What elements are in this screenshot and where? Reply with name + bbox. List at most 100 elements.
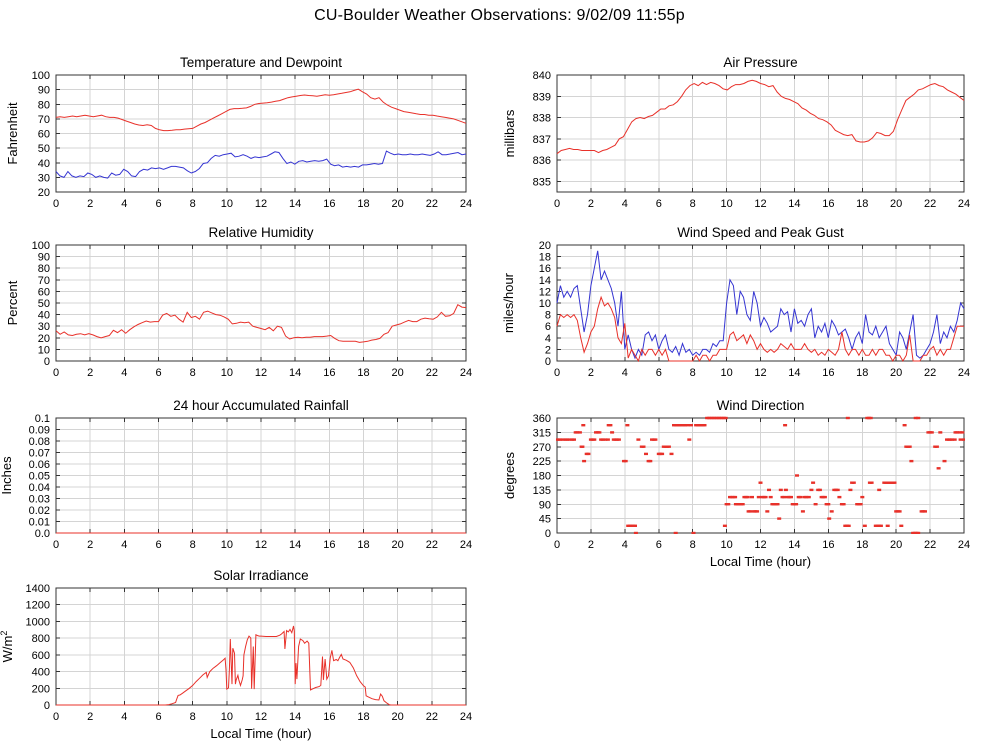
svg-text:40: 40 <box>38 310 50 322</box>
svg-text:0: 0 <box>53 198 59 210</box>
temperature-dewpoint-plot: 0 2 4 6 8 10 12 14 16 18 20 22 242030405060708090100… <box>5 55 472 210</box>
svg-text:8: 8 <box>545 310 551 322</box>
svg-text:80: 80 <box>38 263 50 275</box>
svg-text:0.05: 0.05 <box>29 471 50 483</box>
svg-text:4: 4 <box>622 539 628 551</box>
solar-xlabel: Local Time (hour) <box>210 726 311 741</box>
svg-text:14: 14 <box>539 275 551 287</box>
svg-text:4: 4 <box>545 333 551 345</box>
relative-humidity-plot: 0 2 4 6 8 10 12 14 16 18 20 22 240102030405060708090… <box>5 225 472 379</box>
svg-text:10: 10 <box>38 344 50 356</box>
temperature-series <box>55 88 467 179</box>
svg-text:8: 8 <box>190 539 196 551</box>
svg-text:24: 24 <box>958 539 970 551</box>
svg-text:70: 70 <box>38 114 50 126</box>
x-tick-labels: 0 2 4 6 8 10 12 14 16 18 20 22 24 <box>53 539 472 551</box>
tick-marks <box>556 417 965 534</box>
x-tick-labels: 0 2 4 6 8 10 12 14 16 18 20 22 24 <box>554 198 970 210</box>
svg-text:600: 600 <box>32 650 50 662</box>
chart-solar-irradiance: 0 2 4 6 8 10 12 14 16 18 20 22 24 0 200 400 600 800 1000 12… <box>0 560 492 744</box>
y-tick-labels: 20 30 40 50 60 70 80 90 100 <box>32 70 50 199</box>
svg-text:16: 16 <box>539 263 551 275</box>
svg-text:18: 18 <box>357 711 369 723</box>
svg-text:6: 6 <box>545 321 551 333</box>
wind-speed-gust-plot: 0 2 4 6 8 10 12 14 16 18 20 22 2402468101214161820Wi… <box>501 225 970 379</box>
svg-text:12: 12 <box>255 539 267 551</box>
svg-text:20: 20 <box>38 187 50 199</box>
svg-text:12: 12 <box>255 711 267 723</box>
y-tick-labels: 0 45 90 135 180 225 270 315 360 <box>533 413 551 540</box>
svg-text:24: 24 <box>460 367 472 379</box>
svg-text:10: 10 <box>221 711 233 723</box>
svg-text:10: 10 <box>221 367 233 379</box>
svg-text:10: 10 <box>221 539 233 551</box>
svg-text:20: 20 <box>38 333 50 345</box>
svg-text:0.04: 0.04 <box>29 482 50 494</box>
svg-text:70: 70 <box>38 275 50 287</box>
svg-text:16: 16 <box>323 198 335 210</box>
svg-text:20: 20 <box>392 367 404 379</box>
svg-text:360: 360 <box>533 413 551 425</box>
svg-text:14: 14 <box>289 539 301 551</box>
svg-text:0: 0 <box>554 367 560 379</box>
svg-text:8: 8 <box>690 539 696 551</box>
rainfall-title: 24 hour Accumulated Rainfall <box>173 398 349 413</box>
pressure-title: Air Pressure <box>723 55 797 70</box>
svg-text:6: 6 <box>656 198 662 210</box>
svg-text:4: 4 <box>121 539 127 551</box>
chart-wind-direction: 0 2 4 6 8 10 12 14 16 18 20 22 24 0 45 90 135 180 225 270 31… <box>500 391 992 583</box>
chart-temperature-dewpoint: 0 2 4 6 8 10 12 14 16 18 20 22 24 20 30 40 50 60 70 80 90 100… <box>0 45 492 237</box>
svg-text:16: 16 <box>323 539 335 551</box>
humidity-title: Relative Humidity <box>208 225 313 240</box>
svg-text:24: 24 <box>460 539 472 551</box>
wind-direction-points <box>556 416 965 534</box>
tick-marks <box>556 244 965 362</box>
svg-text:839: 839 <box>533 91 551 103</box>
svg-text:8: 8 <box>190 367 196 379</box>
y-tick-labels: 835 836 837 838 839 840 <box>533 70 551 188</box>
svg-text:14: 14 <box>289 367 301 379</box>
svg-text:20: 20 <box>890 198 902 210</box>
svg-text:836: 836 <box>533 155 551 167</box>
svg-text:4: 4 <box>622 198 628 210</box>
svg-text:6: 6 <box>656 367 662 379</box>
chart-wind-speed-gust: 0 2 4 6 8 10 12 14 16 18 20 22 24 0 2 4 6 8 10 12 14 16 18 20 Wi… <box>500 218 992 410</box>
svg-text:4: 4 <box>121 711 127 723</box>
temperature-title: Temperature and Dewpoint <box>180 55 342 70</box>
svg-text:6: 6 <box>155 539 161 551</box>
svg-text:20: 20 <box>392 198 404 210</box>
svg-text:14: 14 <box>788 198 800 210</box>
svg-text:22: 22 <box>924 198 936 210</box>
y-tick-labels: 0.00.010.020.030.040.050.060.070.080.090… <box>29 413 50 540</box>
svg-text:4: 4 <box>121 198 127 210</box>
svg-text:835: 835 <box>533 176 551 188</box>
svg-text:24: 24 <box>958 198 970 210</box>
x-tick-labels: 0 2 4 6 8 10 12 14 16 18 20 22 24 <box>554 539 970 551</box>
svg-text:0.06: 0.06 <box>29 459 50 471</box>
pressure-series <box>556 79 965 155</box>
chart-relative-humidity: 0 2 4 6 8 10 12 14 16 18 20 22 24 0 10 20 30 40 50 60 70 80 90… <box>0 218 492 410</box>
humidity-ylabel: Percent <box>5 280 20 325</box>
svg-text:0.0: 0.0 <box>35 528 50 540</box>
svg-text:0: 0 <box>554 539 560 551</box>
svg-text:270: 270 <box>533 442 551 454</box>
wind_speed-title: Wind Speed and Peak Gust <box>677 225 844 240</box>
svg-text:1000: 1000 <box>26 616 50 628</box>
svg-text:8: 8 <box>690 198 696 210</box>
svg-text:18: 18 <box>539 252 551 264</box>
x-tick-labels: 0 2 4 6 8 10 12 14 16 18 20 22 24 <box>53 711 472 723</box>
wind_speed-series <box>556 250 965 362</box>
svg-text:6: 6 <box>155 711 161 723</box>
svg-text:0.01: 0.01 <box>29 517 50 529</box>
svg-text:30: 30 <box>38 321 50 333</box>
air-pressure-line <box>556 79 965 155</box>
rainfall-ylabel: Inches <box>0 456 14 495</box>
svg-text:14: 14 <box>788 539 800 551</box>
svg-text:0: 0 <box>554 198 560 210</box>
svg-text:16: 16 <box>822 198 834 210</box>
svg-text:18: 18 <box>856 198 868 210</box>
svg-text:16: 16 <box>323 711 335 723</box>
dewpoint-line <box>55 150 467 179</box>
svg-text:22: 22 <box>924 539 936 551</box>
